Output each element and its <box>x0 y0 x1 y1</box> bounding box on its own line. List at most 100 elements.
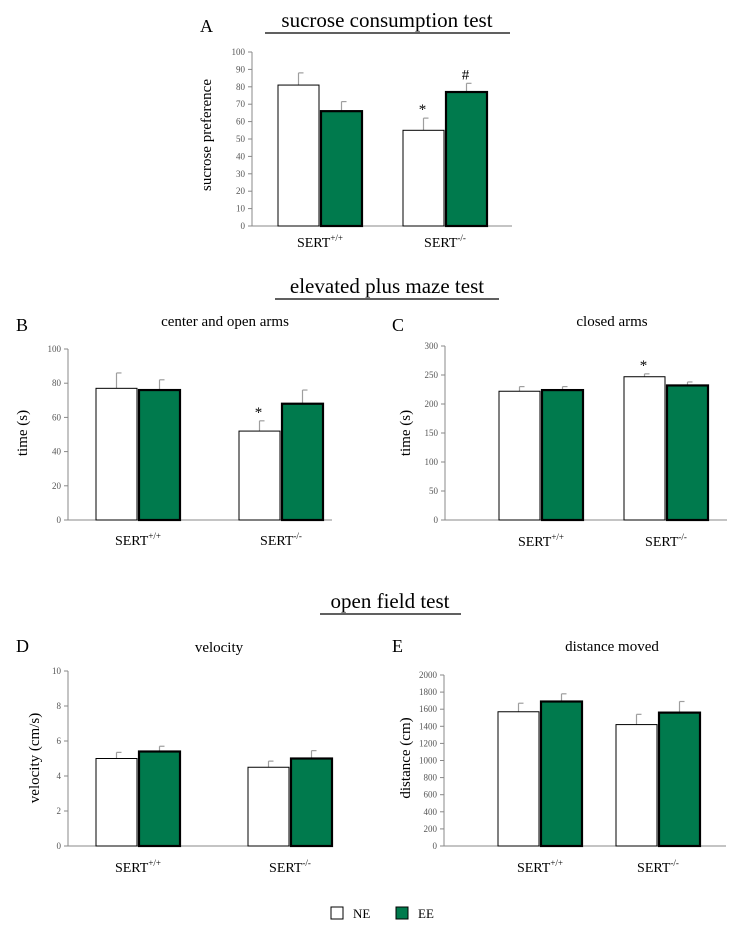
bar-ne-0 <box>497 711 540 847</box>
category-label: SERT-/- <box>260 531 302 549</box>
y-tick-label: 6 <box>57 736 62 746</box>
category-label: SERT+/+ <box>297 233 343 251</box>
bar-ee-0 <box>539 700 584 848</box>
bar-ne-1 <box>238 430 281 521</box>
panel-title: distance moved <box>565 639 659 655</box>
y-tick-label: 800 <box>424 773 438 783</box>
bar-ne-1 <box>615 724 658 847</box>
y-tick-label: 1400 <box>419 721 438 731</box>
y-tick-label: 200 <box>424 824 438 834</box>
y-tick-label: 20 <box>236 186 246 196</box>
y-tick-label: 100 <box>232 47 246 57</box>
panel-letter: E <box>392 636 403 656</box>
y-tick-label: 150 <box>425 428 439 438</box>
significance-marker: * <box>419 102 427 118</box>
panel-letter: C <box>392 315 404 335</box>
y-tick-label: 90 <box>236 64 246 74</box>
y-tick-label: 200 <box>425 399 439 409</box>
y-tick-label: 80 <box>236 82 246 92</box>
section-title-epm: elevated plus maze test <box>290 274 484 298</box>
y-tick-label: 60 <box>236 117 246 127</box>
significance-marker: * <box>640 358 648 374</box>
legend: NE EE <box>330 906 434 921</box>
y-tick-label: 2000 <box>419 670 438 680</box>
category-label: SERT-/- <box>424 233 466 251</box>
y-axis-label: sucrose preference <box>199 79 215 191</box>
y-tick-label: 100 <box>425 457 439 467</box>
panel-title: center and open arms <box>161 314 289 330</box>
bar-ee-0 <box>137 750 182 848</box>
y-tick-label: 0 <box>433 841 438 851</box>
y-tick-label: 400 <box>424 807 438 817</box>
category-label: SERT-/- <box>645 532 687 550</box>
category-label: SERT+/+ <box>517 858 563 876</box>
y-tick-label: 4 <box>57 771 62 781</box>
bar-ne-0 <box>277 84 320 227</box>
y-tick-label: 0 <box>57 841 62 851</box>
significance-marker: # <box>462 67 470 83</box>
category-label: SERT-/- <box>269 858 311 876</box>
bar-ee-1 <box>289 757 334 848</box>
panel-letter: B <box>16 315 28 335</box>
y-tick-label: 2 <box>57 806 62 816</box>
section-title-oft: open field test <box>331 589 450 613</box>
y-tick-label: 1600 <box>419 704 438 714</box>
bar-ee-1 <box>665 384 710 522</box>
bar-ne-1 <box>402 129 445 227</box>
bar-ne-0 <box>498 390 541 521</box>
y-tick-label: 60 <box>52 412 62 422</box>
y-tick-label: 0 <box>434 515 439 525</box>
significance-marker: * <box>255 405 263 421</box>
bar-ne-0 <box>95 387 138 521</box>
y-tick-label: 30 <box>236 169 246 179</box>
section-title-sucrose: sucrose consumption test <box>281 8 492 32</box>
bar-ee-0 <box>540 388 585 522</box>
y-tick-label: 1000 <box>419 756 438 766</box>
legend-label-ee: EE <box>418 906 434 921</box>
bar-ee-0 <box>137 388 182 522</box>
legend-swatch-ee <box>395 906 409 920</box>
y-tick-label: 10 <box>236 204 246 214</box>
panel-title: velocity <box>195 640 244 656</box>
y-tick-label: 100 <box>48 344 62 354</box>
panel-letter: D <box>16 636 29 656</box>
category-label: SERT+/+ <box>115 531 161 549</box>
y-tick-label: 80 <box>52 378 62 388</box>
bar-ee-1 <box>657 711 702 848</box>
bar-ne-1 <box>623 376 666 521</box>
y-tick-label: 20 <box>52 481 62 491</box>
bar-ne-1 <box>247 766 290 847</box>
y-tick-label: 70 <box>236 99 246 109</box>
y-tick-label: 50 <box>429 486 439 496</box>
y-tick-label: 0 <box>57 515 62 525</box>
bar-ee-1 <box>444 90 489 228</box>
y-axis-label: time (s) <box>15 410 31 456</box>
y-tick-label: 10 <box>52 666 62 676</box>
category-label: SERT+/+ <box>518 532 564 550</box>
y-tick-label: 250 <box>425 370 439 380</box>
panel-letter: A <box>200 16 213 36</box>
category-label: SERT-/- <box>637 858 679 876</box>
y-tick-label: 50 <box>236 134 246 144</box>
y-tick-label: 40 <box>52 447 62 457</box>
category-label: SERT+/+ <box>115 858 161 876</box>
y-axis-label: time (s) <box>398 410 414 456</box>
legend-swatch-ne <box>330 906 344 920</box>
y-tick-label: 600 <box>424 790 438 800</box>
y-tick-label: 300 <box>425 341 439 351</box>
y-axis-label: distance (cm) <box>398 717 414 798</box>
panel-title: closed arms <box>576 314 647 330</box>
legend-label-ne: NE <box>353 906 370 921</box>
y-tick-label: 1200 <box>419 738 438 748</box>
bar-ee-1 <box>280 402 325 522</box>
y-axis-label: velocity (cm/s) <box>27 713 43 803</box>
y-tick-label: 0 <box>241 221 246 231</box>
y-tick-label: 8 <box>57 701 62 711</box>
bar-ne-0 <box>95 758 138 847</box>
y-tick-label: 40 <box>236 151 246 161</box>
